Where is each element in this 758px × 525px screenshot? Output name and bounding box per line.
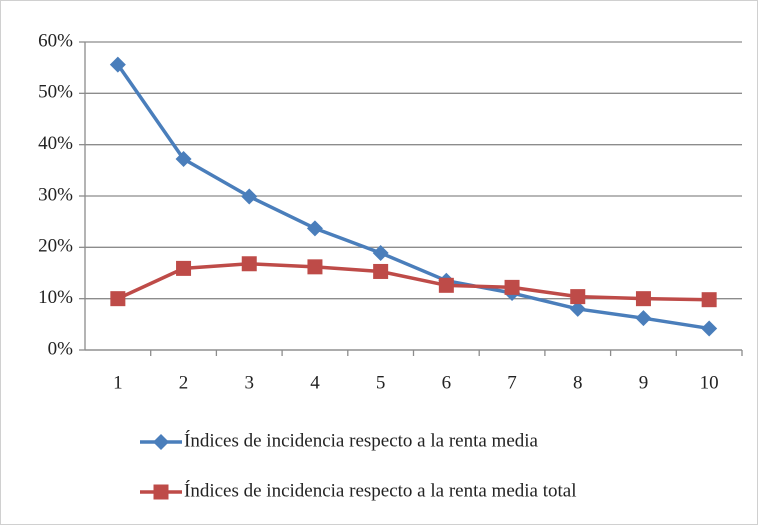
point: [635, 310, 652, 327]
x-tick-label: 5: [376, 372, 386, 393]
point: [110, 291, 126, 307]
x-tick-label: 10: [700, 372, 719, 393]
y-tick-label: 30%: [38, 184, 73, 205]
series-line: [116, 63, 710, 331]
y-tick-label: 60%: [38, 30, 73, 51]
x-tick-label: 3: [245, 372, 255, 393]
point: [701, 320, 718, 337]
point: [635, 291, 651, 307]
y-tick-label: 40%: [38, 133, 73, 154]
legend-label: Índices de incidencia respecto a la rent…: [184, 479, 576, 501]
point: [570, 289, 586, 305]
series-line: [117, 262, 710, 302]
x-tick-label: 4: [310, 372, 320, 393]
y-tick-label: 50%: [38, 82, 73, 103]
y-tick-label: 0%: [48, 338, 74, 359]
point: [153, 484, 169, 500]
point: [373, 263, 389, 279]
point: [109, 56, 126, 73]
y-tick-label: 20%: [38, 236, 73, 257]
point: [372, 244, 389, 261]
point: [307, 259, 323, 275]
point: [504, 279, 520, 295]
point: [241, 256, 257, 272]
x-tick-label: 7: [507, 372, 517, 393]
x-tick-label: 6: [442, 372, 452, 393]
x-tick-label: 8: [573, 372, 583, 393]
point: [306, 220, 323, 237]
point: [175, 151, 192, 168]
point: [153, 434, 169, 450]
point: [569, 300, 586, 317]
x-tick-label: 9: [639, 372, 649, 393]
point: [438, 277, 454, 293]
point: [176, 260, 192, 276]
x-tick-label: 1: [113, 372, 123, 393]
point: [701, 292, 717, 308]
legend-label: Índices de incidencia respecto a la rent…: [184, 429, 539, 451]
x-tick-label: 2: [179, 372, 189, 393]
y-tick-label: 10%: [38, 287, 73, 308]
point: [241, 188, 258, 205]
